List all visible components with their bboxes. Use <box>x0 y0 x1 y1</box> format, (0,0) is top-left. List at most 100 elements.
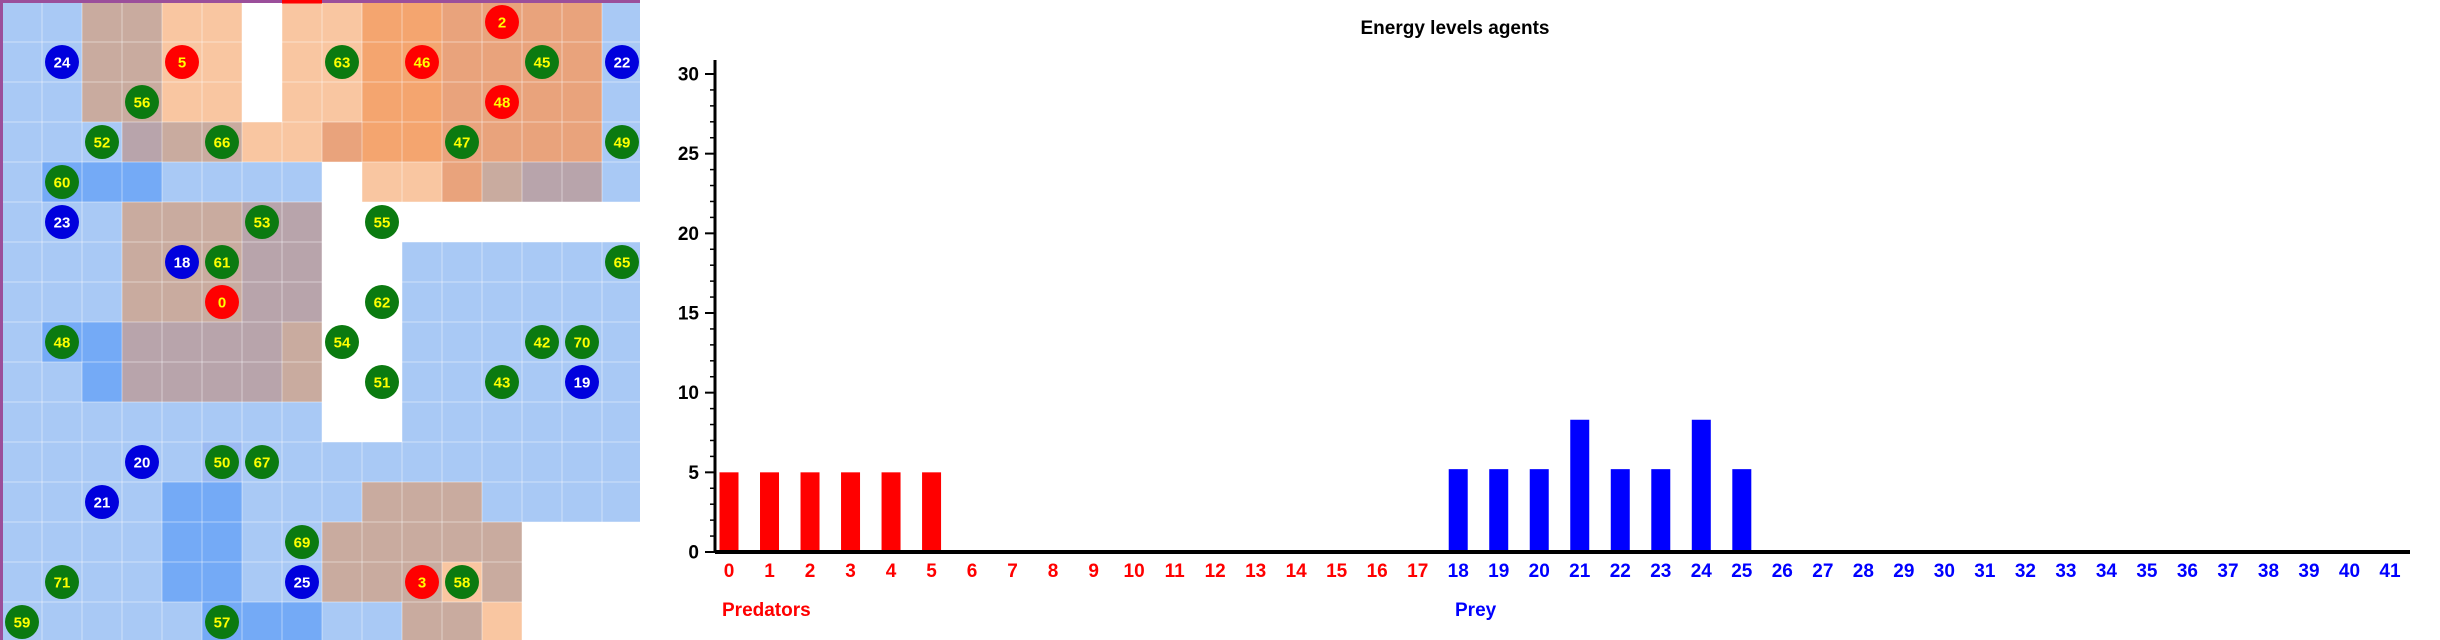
grid-cell <box>522 522 562 562</box>
grid-cell <box>402 522 442 562</box>
y-tick-label: 0 <box>688 543 699 564</box>
x-tick-label: 9 <box>1088 561 1099 582</box>
grid-cell <box>362 602 402 640</box>
plant-agent: 67 <box>245 445 279 479</box>
grid-cell <box>362 162 402 202</box>
plant-marker <box>125 85 159 119</box>
x-tick-label: 0 <box>724 561 735 582</box>
agent-id-label: 69 <box>294 535 311 552</box>
grid-cell <box>482 402 522 442</box>
grid-cell <box>122 282 162 322</box>
grid-cell <box>562 602 602 640</box>
grid-cell <box>242 562 282 602</box>
agent-id-label: 21 <box>94 495 111 512</box>
x-tick-label: 5 <box>926 561 937 582</box>
agent-id-label: 3 <box>418 575 426 592</box>
grid-cell <box>362 522 402 562</box>
plant-agent: 55 <box>365 205 399 239</box>
prey-bar <box>1691 419 1711 552</box>
x-tick-label: 12 <box>1205 561 1226 582</box>
x-tick-label: 19 <box>1488 561 1509 582</box>
grid-cell <box>322 82 362 122</box>
x-tick-label: 22 <box>1610 561 1631 582</box>
grid-cell <box>442 202 482 242</box>
plant-marker <box>525 325 559 359</box>
grid-cell <box>162 2 202 42</box>
x-tick-label: 6 <box>967 561 978 582</box>
plant-marker <box>445 565 479 599</box>
x-tick-label: 16 <box>1367 561 1388 582</box>
grid-cell <box>442 42 482 82</box>
grid-cell <box>2 122 42 162</box>
plant-agent: 52 <box>85 125 119 159</box>
grid-cell <box>202 202 242 242</box>
grid-cell <box>522 202 562 242</box>
prey-marker <box>285 565 319 599</box>
grid-cell <box>602 522 640 562</box>
prey-agent: 18 <box>165 245 199 279</box>
y-tick-label: 10 <box>678 383 699 404</box>
simulation-grid: 2 24 5 63 46 45 22 56 48 52 66 47 49 60 23 53 55 18 61 65 0 6… <box>0 0 640 640</box>
grid-cell <box>282 402 322 442</box>
x-tick-label: 40 <box>2339 561 2360 582</box>
grid-cell <box>362 442 402 482</box>
grid-cell <box>42 482 82 522</box>
x-tick-label: 28 <box>1853 561 1874 582</box>
grid-cell <box>162 602 202 640</box>
grid-cell <box>482 122 522 162</box>
grid-cell <box>322 162 362 202</box>
prey-bar <box>1448 469 1468 552</box>
agent-id-label: 23 <box>54 215 71 232</box>
prey-agent: 23 <box>45 205 79 239</box>
grid-cell <box>282 442 322 482</box>
grid-cell <box>122 242 162 282</box>
plant-marker <box>605 125 639 159</box>
x-tick-label: 25 <box>1731 561 1753 582</box>
plant-agent: 69 <box>285 525 319 559</box>
grid-cell <box>442 82 482 122</box>
grid-cell <box>122 602 162 640</box>
y-tick-label: 25 <box>678 144 700 165</box>
plant-marker <box>445 125 479 159</box>
plant-marker <box>525 45 559 79</box>
grid-cell <box>122 362 162 402</box>
grid-cell <box>122 122 162 162</box>
grid-cell <box>202 362 242 402</box>
agent-id-label: 57 <box>214 615 231 632</box>
grid-cell <box>602 402 640 442</box>
x-tick-label: 29 <box>1893 561 1914 582</box>
plant-marker <box>85 125 119 159</box>
grid-cell <box>522 482 562 522</box>
grid-cell <box>442 442 482 482</box>
grid-cell <box>402 602 442 640</box>
plant-marker <box>205 605 239 639</box>
grid-cell <box>42 522 82 562</box>
grid-cell <box>482 562 522 602</box>
grid-cell <box>242 242 282 282</box>
grid-cell <box>162 522 202 562</box>
grid-cell <box>242 282 282 322</box>
grid-cell <box>202 402 242 442</box>
plant-marker <box>5 605 39 639</box>
plant-agent: 60 <box>45 165 79 199</box>
plant-agent: 56 <box>125 85 159 119</box>
plant-agent: 47 <box>445 125 479 159</box>
grid-cell <box>562 122 602 162</box>
grid-cell <box>362 42 402 82</box>
grid-cell <box>2 2 42 42</box>
grid-cell <box>402 202 442 242</box>
grid-cell <box>322 442 362 482</box>
grid-cell <box>362 242 402 282</box>
grid-cell <box>402 122 442 162</box>
agent-id-label: 18 <box>174 255 191 272</box>
grid-cell <box>562 42 602 82</box>
prey-agent: 25 <box>285 565 319 599</box>
grid-cell <box>122 202 162 242</box>
agent-id-label: 49 <box>614 135 631 152</box>
grid-cell <box>602 482 640 522</box>
grid-cell <box>2 322 42 362</box>
grid-cell <box>282 82 322 122</box>
grid-cell <box>482 282 522 322</box>
grid-cell <box>162 282 202 322</box>
